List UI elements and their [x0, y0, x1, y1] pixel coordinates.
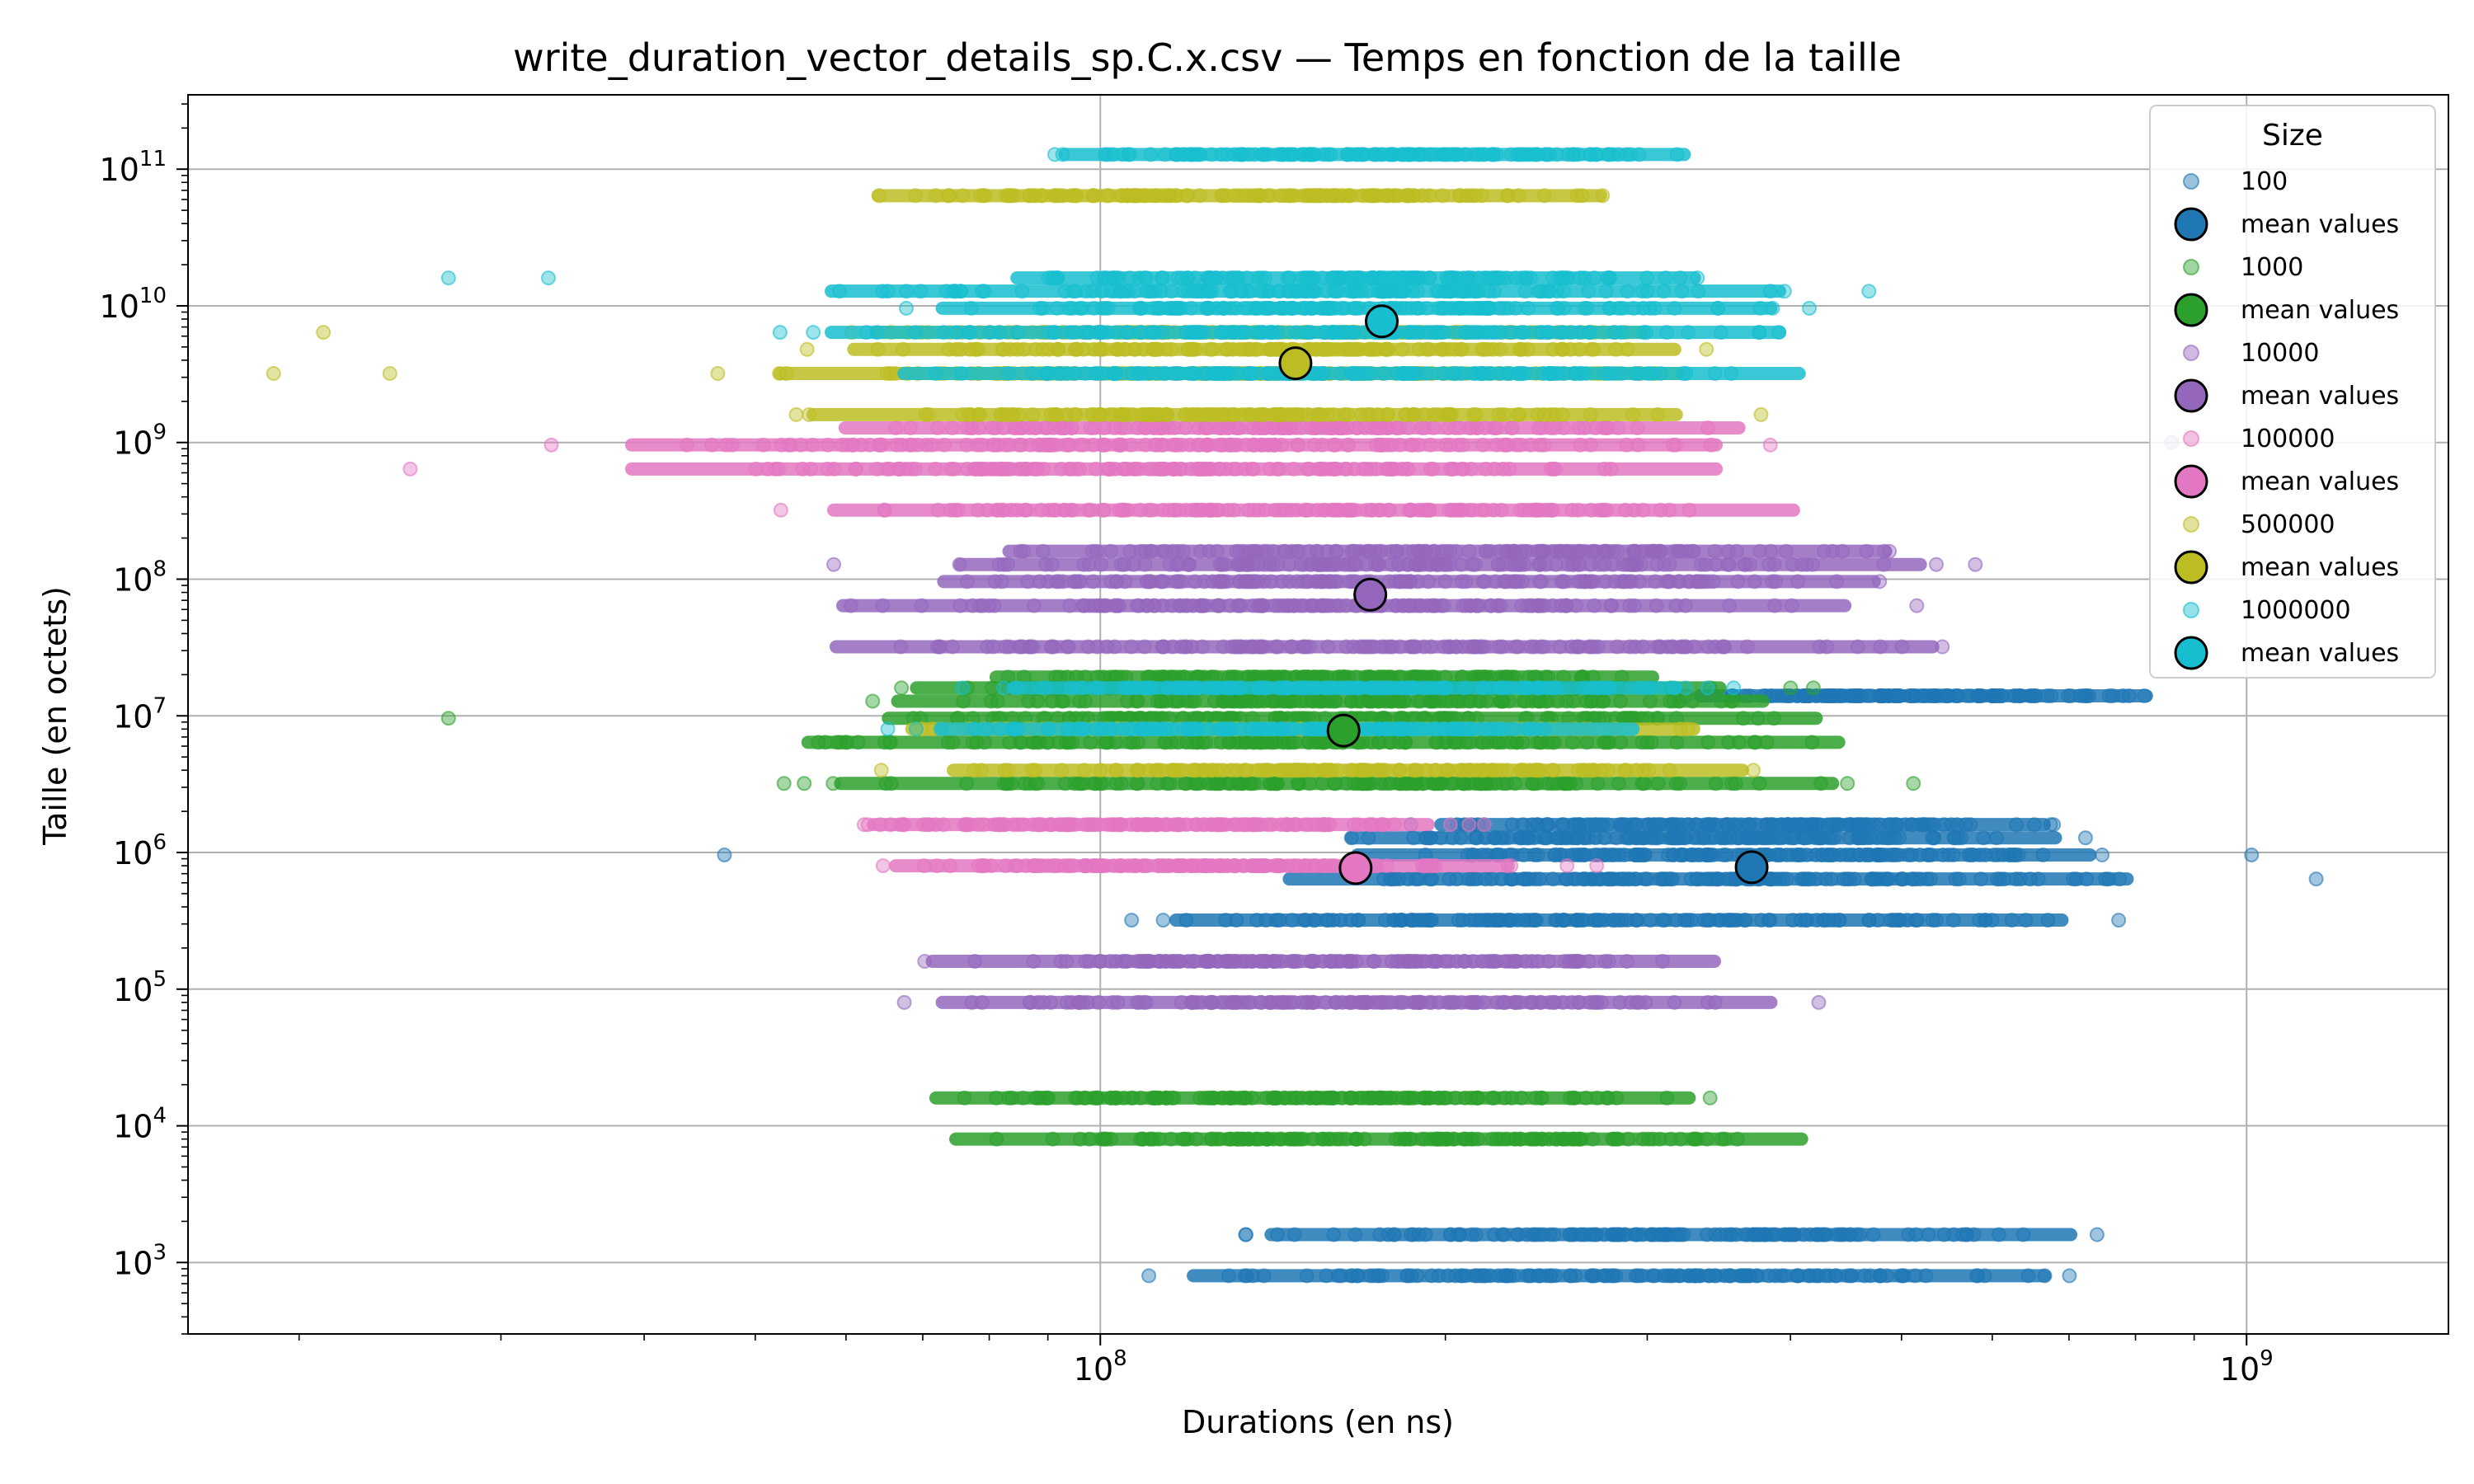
data-point	[873, 763, 889, 778]
dense-band	[829, 640, 1940, 654]
dense-band	[624, 462, 1724, 476]
dense-band	[1002, 544, 1893, 558]
dense-band	[1187, 1269, 2052, 1283]
dense-band	[891, 694, 1770, 708]
dense-band	[925, 954, 1721, 968]
data-point	[776, 776, 792, 791]
data-point	[1559, 858, 1575, 874]
data-point	[1929, 556, 1944, 572]
dense-band	[806, 407, 1683, 421]
data-point	[543, 437, 559, 453]
data-point	[875, 858, 891, 874]
dense-band	[801, 735, 1846, 749]
dense-band	[948, 1132, 1808, 1146]
dense-band	[929, 1091, 1696, 1105]
data-point	[1476, 817, 1492, 833]
dense-band	[1169, 913, 2069, 928]
series-1000-points	[440, 669, 1921, 1147]
data-point	[1906, 776, 1921, 791]
dense-band	[889, 859, 1514, 873]
dense-band	[838, 420, 1746, 434]
dense-band	[624, 438, 1724, 452]
data-point	[1699, 341, 1714, 357]
dense-band	[834, 777, 1840, 791]
dense-band	[1282, 872, 2134, 886]
data-point	[1968, 556, 1983, 572]
data-point	[2089, 1227, 2105, 1242]
data-point	[2111, 913, 2127, 928]
dense-band	[1344, 831, 2062, 845]
data-point	[440, 711, 456, 726]
data-point	[788, 406, 804, 422]
data-point	[1783, 680, 1799, 696]
data-point	[1141, 1268, 1157, 1284]
data-point	[402, 461, 418, 477]
data-point	[896, 994, 912, 1010]
dense-band	[826, 503, 1800, 517]
data-point	[1909, 598, 1925, 613]
dense-band	[867, 818, 1435, 832]
data-point	[1762, 437, 1778, 453]
chart-title: write_duration_vector_details_sp.C.x.csv…	[513, 35, 1902, 80]
data-point	[826, 556, 841, 572]
data-point	[1124, 913, 1140, 928]
dense-band	[1434, 818, 2051, 832]
data-point	[1461, 817, 1477, 833]
data-point	[797, 776, 812, 791]
dense-band	[953, 557, 1927, 571]
data-point	[2062, 1268, 2077, 1284]
data-point	[1702, 1090, 1718, 1106]
dense-band	[937, 575, 1881, 589]
data-point	[1155, 913, 1171, 928]
dense-band	[847, 342, 1681, 356]
dense-band	[1264, 1228, 2078, 1242]
data-point	[717, 847, 732, 862]
data-point	[1811, 994, 1827, 1010]
data-point	[799, 341, 815, 357]
data-point	[1840, 776, 1856, 791]
data-point	[773, 502, 788, 518]
data-point	[1805, 680, 1821, 696]
data-point	[1238, 1227, 1253, 1242]
series-100-points	[717, 688, 2324, 1284]
data-point	[1753, 406, 1769, 422]
data-point	[894, 680, 910, 696]
data-point	[2244, 847, 2260, 862]
data-point	[710, 366, 726, 381]
dense-band	[935, 995, 1778, 1009]
dense-band	[947, 763, 1749, 777]
data-point	[2077, 830, 2093, 846]
data-point	[1589, 858, 1605, 874]
data-point	[865, 693, 881, 709]
data-point	[1442, 817, 1458, 833]
data-point	[2308, 871, 2324, 887]
dense-band	[835, 599, 1852, 613]
